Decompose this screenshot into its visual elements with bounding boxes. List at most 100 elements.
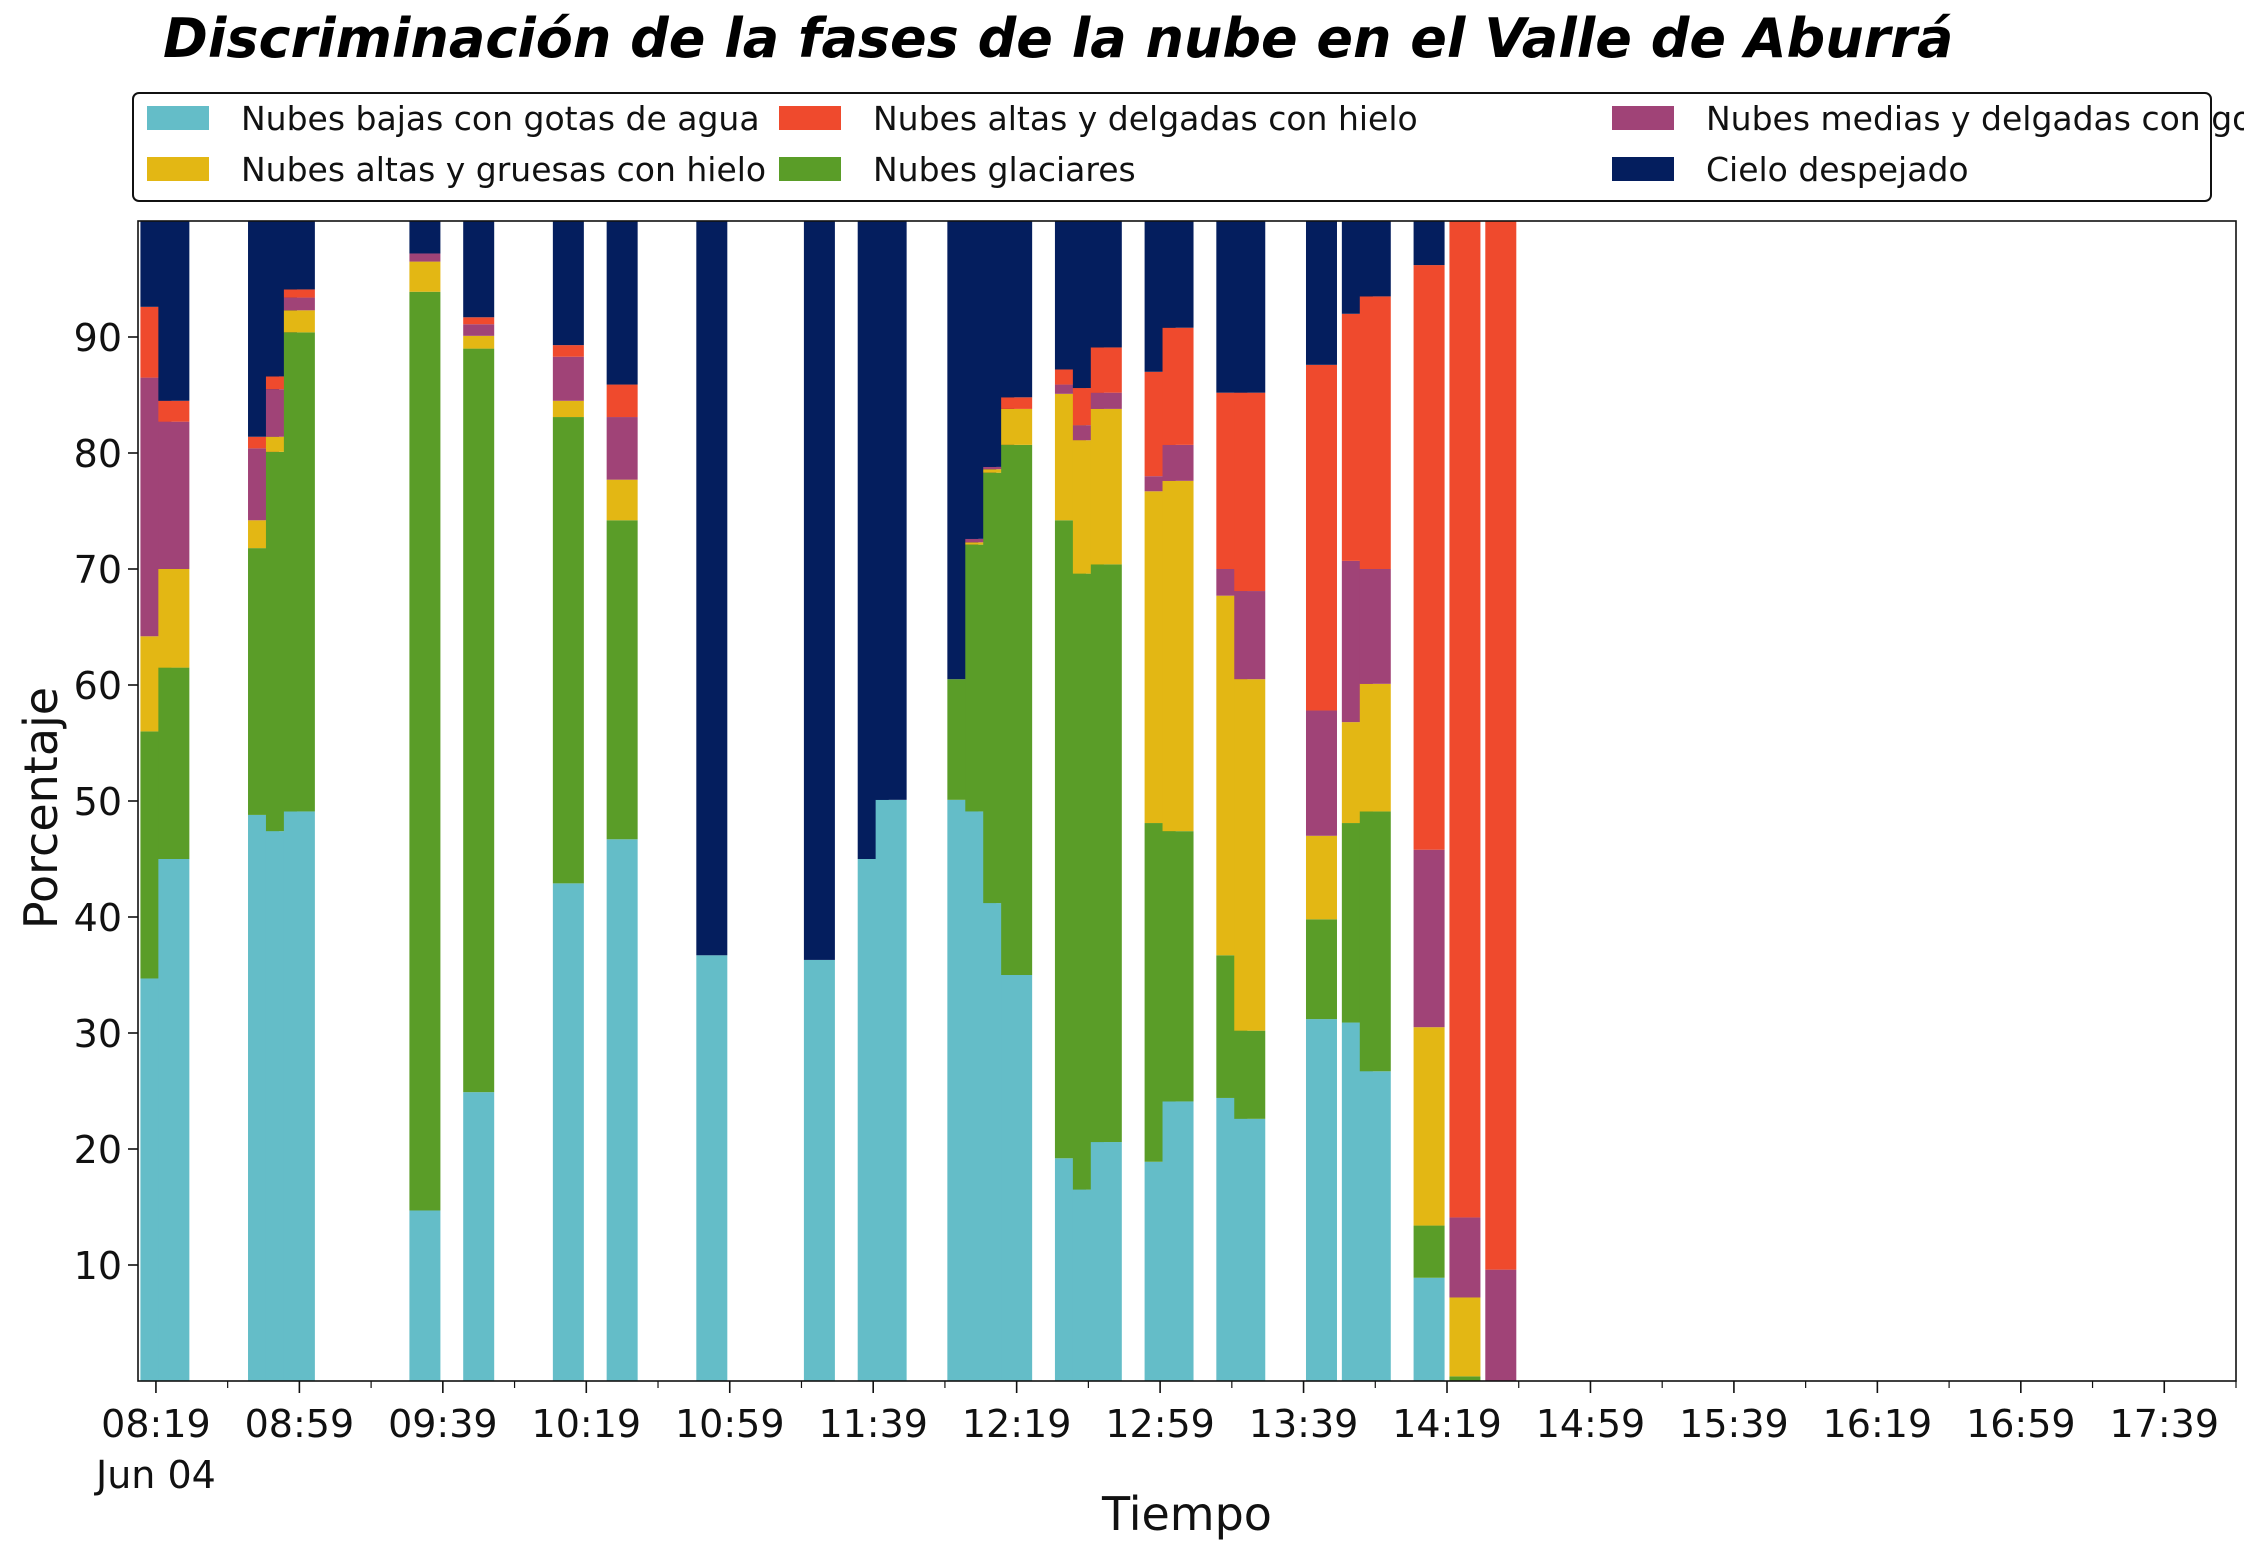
legend-label: Nubes altas y delgadas con hielo (873, 99, 1418, 138)
x-tick-label: 16:59 (1966, 1402, 2076, 1446)
bar-segment (1305, 835, 1337, 920)
bar-segment (1090, 564, 1122, 1143)
bar-segment (1090, 347, 1122, 393)
bar-segment (1090, 392, 1122, 409)
x-tick-label: 09:39 (388, 1402, 498, 1446)
bar-segment (1162, 327, 1194, 445)
bar-segment (1485, 1269, 1517, 1381)
bar-segment (283, 310, 315, 333)
x-tick-label: 14:19 (1392, 1402, 1502, 1446)
bar-segment (1001, 221, 1033, 398)
x-tick-label: 16:19 (1823, 1402, 1933, 1446)
y-tick-label: 90 (74, 316, 122, 360)
bar-segment (552, 221, 584, 346)
bar-segment (409, 291, 441, 1211)
x-tick-label: 17:39 (2110, 1402, 2220, 1446)
x-axis-label: Tiempo (1101, 1487, 1272, 1541)
bar-segment (1305, 919, 1337, 1020)
bar-segment (248, 436, 280, 449)
legend-swatch (147, 106, 209, 130)
bar-segment (803, 221, 835, 960)
bar-segment (158, 569, 190, 668)
bar-segment (606, 384, 638, 418)
bar-segment (1449, 1217, 1481, 1298)
bar-segment (463, 324, 495, 336)
bar-segment (1359, 221, 1391, 297)
y-tick-label: 60 (74, 664, 122, 708)
bar-segment (1162, 480, 1194, 832)
bar-segment (1413, 221, 1445, 266)
bar-segment (1413, 265, 1445, 850)
bar-segment (552, 356, 584, 401)
legend-label: Nubes glaciares (873, 150, 1136, 189)
bar-segment (1054, 384, 1086, 394)
bar-segment (1234, 679, 1266, 1031)
bar-segment (1234, 1118, 1266, 1381)
bar-segment (606, 839, 638, 1381)
plot-area: 10 20 30 40 50 60 70 80 90 08:19 08:59 09:39 10:19 10… (74, 220, 2237, 1497)
bar-segment (1090, 221, 1122, 348)
bar-segment (696, 955, 728, 1381)
bar-segment (1162, 221, 1194, 328)
legend-swatch (779, 106, 841, 130)
bar-segment (1413, 1225, 1445, 1278)
bar-segment (283, 811, 315, 1381)
x-tick-label: 12:59 (1105, 1402, 1215, 1446)
bar-segment (1001, 397, 1033, 409)
bar-segment (1305, 1019, 1337, 1381)
bar-segment (158, 421, 190, 569)
bar-segment (965, 542, 997, 545)
bar-segment (983, 469, 1015, 473)
legend-swatch (779, 157, 841, 181)
bar-segment (803, 959, 835, 1381)
bar-segment (158, 400, 190, 422)
bar-segment (983, 466, 1015, 470)
bar-segment (1413, 849, 1445, 1028)
bar-segment (696, 221, 728, 956)
bar-segment (1162, 444, 1194, 481)
bar-segment (409, 253, 441, 262)
y-axis-label: Porcentaje (14, 687, 68, 929)
x-tick-label: 14:59 (1536, 1402, 1646, 1446)
bar-segment (1305, 364, 1337, 711)
bar-segment (1234, 221, 1266, 393)
legend-label: Nubes altas y gruesas con hielo (241, 150, 766, 189)
x-tick-label: 13:39 (1249, 1402, 1359, 1446)
x-tick-label: 08:59 (245, 1402, 355, 1446)
bar-segment (1090, 408, 1122, 565)
bar-segment (1449, 1376, 1481, 1381)
bar-segment (1359, 569, 1391, 684)
bar-segment (283, 221, 315, 290)
legend-label: Nubes medias y delgadas con gotas de agu… (1706, 99, 2244, 138)
bar-segment (1234, 1030, 1266, 1119)
bar-segment (409, 1210, 441, 1381)
bar-segment (1001, 408, 1033, 445)
bar-segment (875, 221, 907, 800)
x-tick-label: 08:19 (101, 1402, 211, 1446)
bar-segment (606, 479, 638, 521)
y-tick-label: 50 (74, 780, 122, 824)
y-tick-label: 10 (74, 1244, 122, 1288)
bar-segment (409, 221, 441, 254)
bar-segment (1305, 221, 1337, 365)
bar-segment (158, 667, 190, 859)
bar-segment (552, 883, 584, 1381)
x-tick-label: 11:39 (818, 1402, 928, 1446)
bar-segment (1449, 1297, 1481, 1377)
bar-segment (552, 417, 584, 884)
legend-label: Cielo despejado (1706, 150, 1969, 189)
legend-swatch (1612, 106, 1674, 130)
bar-segment (1090, 1142, 1122, 1381)
bar-segment (1162, 1101, 1194, 1381)
bar-segment (875, 799, 907, 1381)
bar-segment (1234, 392, 1266, 592)
bar-segment (1001, 444, 1033, 975)
x-tick-label: 12:19 (962, 1402, 1072, 1446)
bar-segment (409, 261, 441, 292)
legend-swatch (147, 157, 209, 181)
bar-segment (158, 221, 190, 401)
chart-title: Discriminación de la fases de la nube en… (163, 7, 1953, 70)
bar-segment (606, 221, 638, 385)
